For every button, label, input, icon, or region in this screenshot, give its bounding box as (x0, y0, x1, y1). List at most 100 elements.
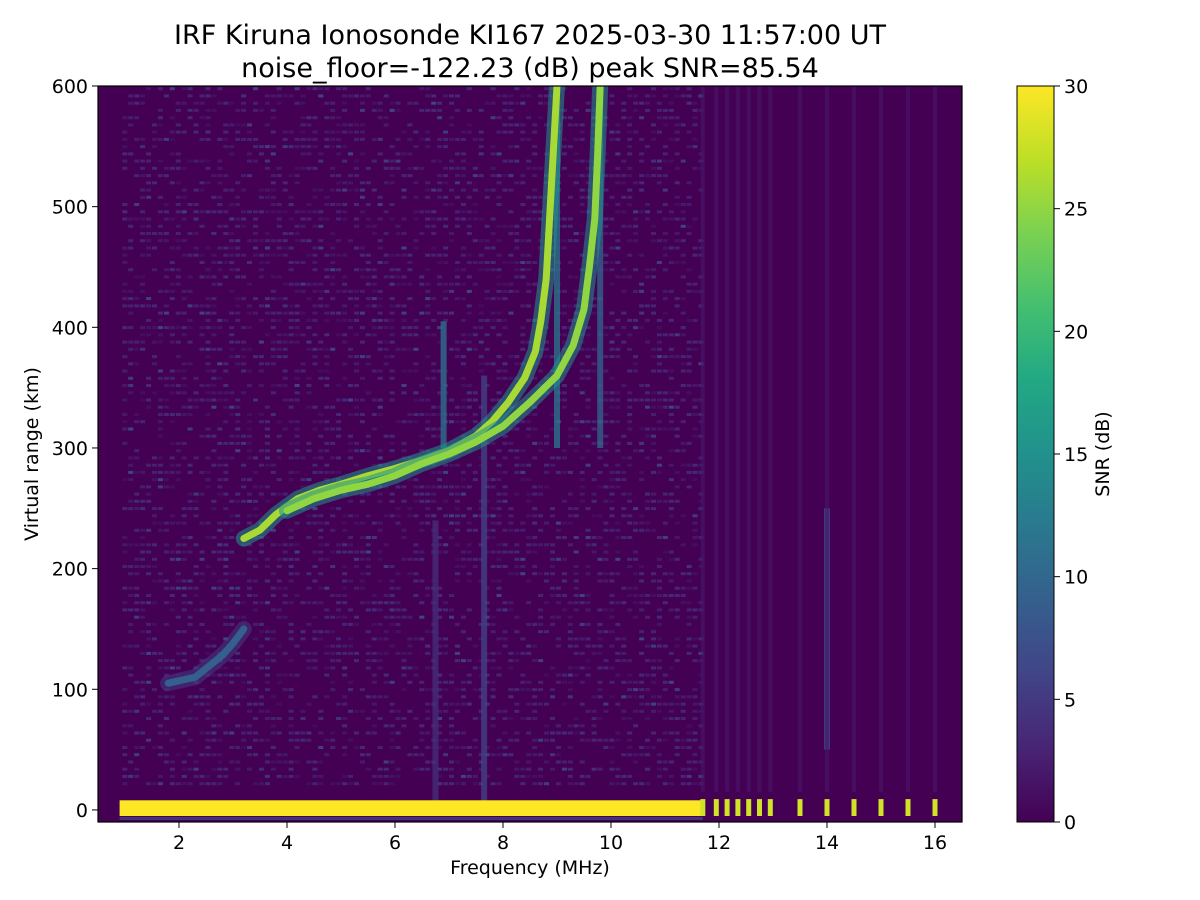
noise-cell (508, 355, 514, 359)
noise-cell (449, 94, 454, 98)
noise-cell (484, 333, 490, 337)
noise-cell (318, 709, 324, 713)
noise-cell (419, 398, 425, 402)
noise-cell (656, 586, 662, 590)
noise-cell (597, 514, 603, 518)
noise-cell (152, 391, 157, 395)
noise-cell (193, 210, 199, 214)
noise-cell (169, 601, 175, 605)
noise-cell (276, 608, 282, 612)
noise-cell (502, 630, 508, 634)
noise-cell (532, 492, 538, 496)
noise-cell (668, 731, 674, 735)
noise-cell (567, 217, 573, 221)
noise-cell (312, 774, 318, 778)
noise-cell (674, 391, 680, 395)
noise-cell (656, 702, 662, 706)
noise-cell (330, 311, 336, 315)
noise-cell (496, 333, 502, 337)
noise-cell (282, 760, 288, 764)
noise-cell (157, 579, 163, 583)
noise-cell (419, 384, 425, 387)
noise-cell (223, 188, 229, 192)
noise-cell (692, 536, 698, 539)
noise-cell (567, 470, 573, 474)
noise-cell (312, 355, 318, 359)
noise-cell (157, 340, 163, 344)
noise-cell (639, 159, 645, 163)
noise-cell (627, 420, 633, 424)
noise-cell (294, 87, 300, 91)
noise-cell (354, 203, 359, 206)
noise-cell (627, 203, 633, 206)
carrier-bar (932, 799, 938, 816)
noise-cell (668, 702, 674, 706)
noise-cell (662, 536, 668, 539)
noise-cell (330, 405, 336, 409)
noise-cell (264, 651, 270, 655)
noise-cell (502, 261, 508, 264)
noise-cell (437, 782, 443, 786)
noise-cell (348, 441, 353, 445)
noise-cell (573, 384, 579, 387)
noise-cell (633, 760, 639, 764)
noise-cell (603, 630, 609, 634)
noise-cell (169, 695, 175, 699)
noise-cell (318, 731, 324, 735)
noise-cell (520, 326, 526, 330)
noise-cell (229, 413, 235, 416)
noise-cell (306, 166, 312, 170)
noise-cell (187, 644, 193, 648)
noise-cell (454, 565, 460, 568)
noise-cell (140, 347, 146, 351)
noise-cell (407, 572, 413, 576)
noise-cell (348, 608, 353, 612)
noise-cell (377, 782, 383, 786)
noise-cell (603, 746, 609, 749)
noise-cell (680, 94, 686, 98)
noise-cell (692, 586, 698, 590)
noise-cell (175, 753, 181, 757)
noise-cell (377, 774, 383, 778)
noise-cell (282, 651, 288, 655)
noise-cell (603, 333, 609, 337)
noise-cell (668, 391, 674, 395)
noise-cell (389, 774, 395, 778)
noise-cell (134, 746, 140, 749)
noise-cell (603, 521, 609, 525)
noise-cell (199, 159, 205, 163)
noise-cell (472, 217, 478, 221)
noise-cell (639, 427, 645, 431)
noise-cell (425, 137, 431, 141)
noise-cell (258, 318, 264, 322)
noise-cell (514, 362, 520, 366)
noise-cell (532, 709, 538, 713)
noise-cell (247, 384, 252, 387)
noise-cell (651, 369, 656, 373)
noise-cell (544, 601, 549, 605)
noise-cell (205, 695, 211, 699)
noise-cell (146, 232, 152, 235)
noise-cell (336, 123, 342, 127)
noise-cell (413, 326, 419, 330)
noise-cell (502, 485, 508, 489)
noise-cell (544, 101, 549, 105)
noise-cell (609, 478, 615, 482)
noise-cell (169, 514, 175, 518)
noise-cell (662, 369, 668, 373)
noise-cell (550, 514, 555, 518)
noise-cell (573, 304, 579, 308)
noise-cell (223, 275, 229, 279)
noise-cell (365, 217, 371, 221)
noise-cell (639, 688, 645, 692)
noise-cell (651, 398, 656, 402)
noise-cell (579, 499, 585, 503)
noise-cell (371, 369, 377, 373)
noise-cell (555, 536, 561, 539)
noise-cell (645, 174, 650, 178)
noise-cell (324, 304, 330, 308)
noise-cell (276, 774, 282, 778)
noise-cell (645, 268, 650, 272)
noise-cell (532, 188, 538, 192)
noise-cell (336, 188, 342, 192)
